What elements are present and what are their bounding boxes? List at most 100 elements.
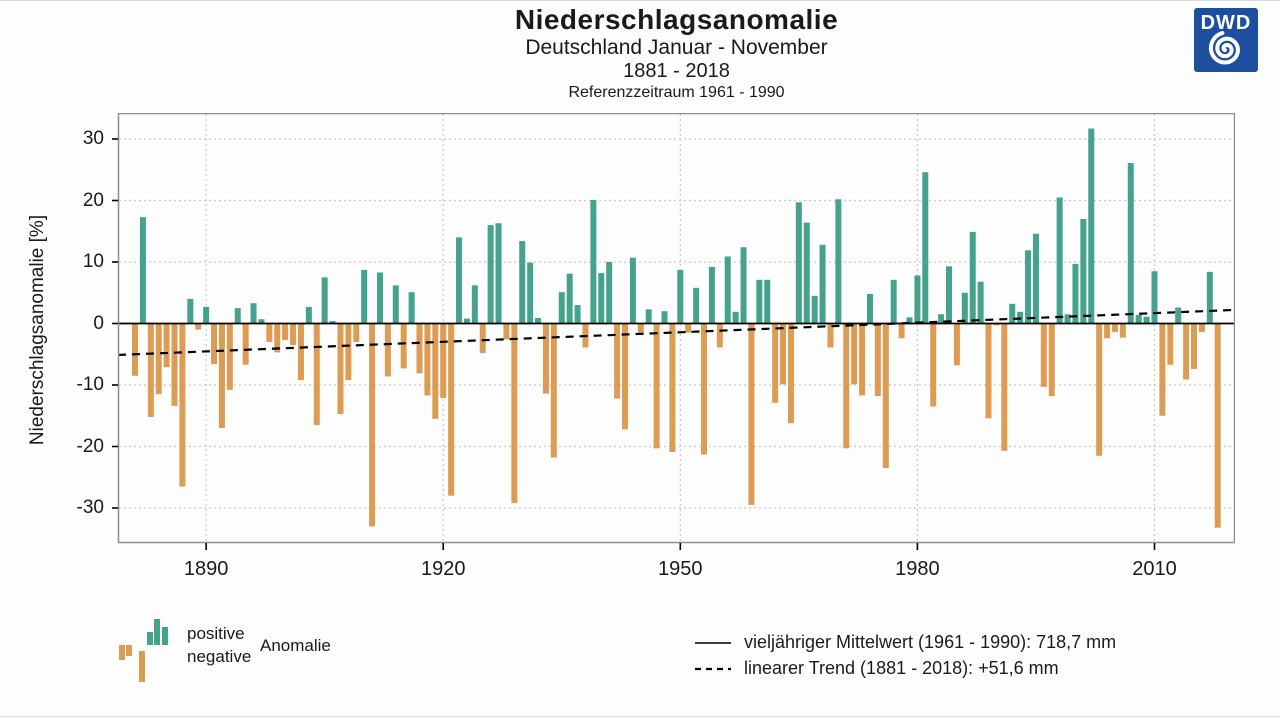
bar-2008 [1135,314,1142,324]
bar-1936 [566,273,573,324]
bar-1999 [1064,314,1071,324]
title-block: Niederschlagsanomalie Deutschland Januar… [118,4,1235,102]
bar-1890 [203,306,210,324]
chart-plot [112,113,1235,550]
bar-1930 [519,241,526,324]
trend-line [117,308,1235,357]
bar-1883 [147,323,154,417]
bar-1928 [503,323,510,340]
bar-1959 [748,323,755,505]
bar-1944 [629,257,636,324]
bar-2015 [1191,323,1198,370]
y-tick-label-30: 30 [82,128,104,149]
bar-1961 [764,279,771,324]
bar-1974 [866,293,873,324]
bar-1964 [787,323,794,424]
top-edge-divider [0,0,1280,1]
bar-1925 [479,323,486,354]
y-tick-label-0: 0 [93,312,104,334]
bar-1969 [827,323,834,348]
bar-1943 [621,323,628,430]
legend-negative-label: negative [187,647,252,666]
dwd-spiral-icon [1208,31,1240,65]
bar-1989 [985,323,992,419]
bar-1895 [242,323,249,365]
bar-1996 [1040,323,1047,387]
bar-1918 [424,323,431,396]
bar-1881 [132,323,138,376]
bar-1951 [685,323,692,333]
bar-2009 [1143,316,1150,324]
bar-1979 [906,317,913,324]
bar-2000 [1072,263,1079,324]
bar-1934 [550,323,557,458]
y-tick-label-10: 10 [82,251,104,272]
bar-1966 [803,222,810,324]
bar-1958 [740,247,747,324]
bar-1983 [938,314,945,324]
bar-1994 [1025,250,1032,324]
bar-1962 [772,323,779,403]
x-tick-label-1920: 1920 [420,558,466,580]
x-tick-label-1950: 1950 [658,558,703,580]
bar-1893 [226,323,233,390]
bar-2014 [1183,323,1190,380]
bar-1913 [384,323,391,377]
bar-1998 [1056,197,1063,324]
bar-1922 [456,237,463,324]
bar-1919 [432,323,439,419]
legend-anomalie-icon [119,619,168,682]
plot-frame [117,113,1235,544]
bar-1916 [408,292,415,324]
bar-1988 [977,281,984,324]
bar-1977 [890,279,897,324]
bar-1898 [266,323,273,342]
bar-1941 [606,262,613,324]
bar-1886 [171,323,178,406]
bar-1975 [874,323,881,397]
y-tick-label--30: -30 [76,497,104,518]
bar-1976 [882,323,889,469]
bar-1917 [416,323,423,374]
dwd-logo: DWD [1194,8,1258,72]
subtitle-years: 1881 - 2018 [623,60,730,82]
bar-2016 [1198,323,1205,333]
bar-1896 [250,303,257,324]
bar-2018 [1214,323,1221,528]
bar-1909 [353,323,360,342]
subtitle-reference-period: Referenzzeitraum 1961 - 1990 [568,84,785,101]
bar-1953 [701,323,708,455]
y-tick-label--10: -10 [76,374,104,395]
bar-1950 [677,269,684,324]
bar-1900 [282,323,289,341]
bar-2010 [1151,271,1158,324]
bar-1985 [953,323,960,366]
bar-2004 [1104,323,1111,339]
bar-1882 [139,217,146,324]
bar-1935 [558,292,565,324]
bar-1980 [914,275,921,324]
bar-1892 [218,323,225,429]
bar-1992 [1009,303,1016,324]
legend-positive-label: positive [187,624,245,643]
legend-positive-bar-2 [162,627,168,645]
bar-1914 [392,285,399,324]
bar-1888 [187,298,194,324]
bar-1997 [1048,323,1055,397]
bar-1915 [400,323,407,369]
bar-1920 [440,323,447,398]
bar-2001 [1080,218,1087,324]
bar-1954 [708,266,715,324]
bar-1933 [542,323,549,394]
bar-1891 [211,323,218,365]
bar-1948 [661,311,668,324]
legend-anomalie-label: Anomalie [260,636,331,655]
bar-1947 [653,323,660,449]
bar-1960 [756,279,763,324]
bottom-edge-divider [0,716,1280,717]
bar-1986 [961,292,968,324]
bar-1908 [345,323,352,381]
bar-1968 [819,244,826,324]
bar-1987 [969,231,976,324]
